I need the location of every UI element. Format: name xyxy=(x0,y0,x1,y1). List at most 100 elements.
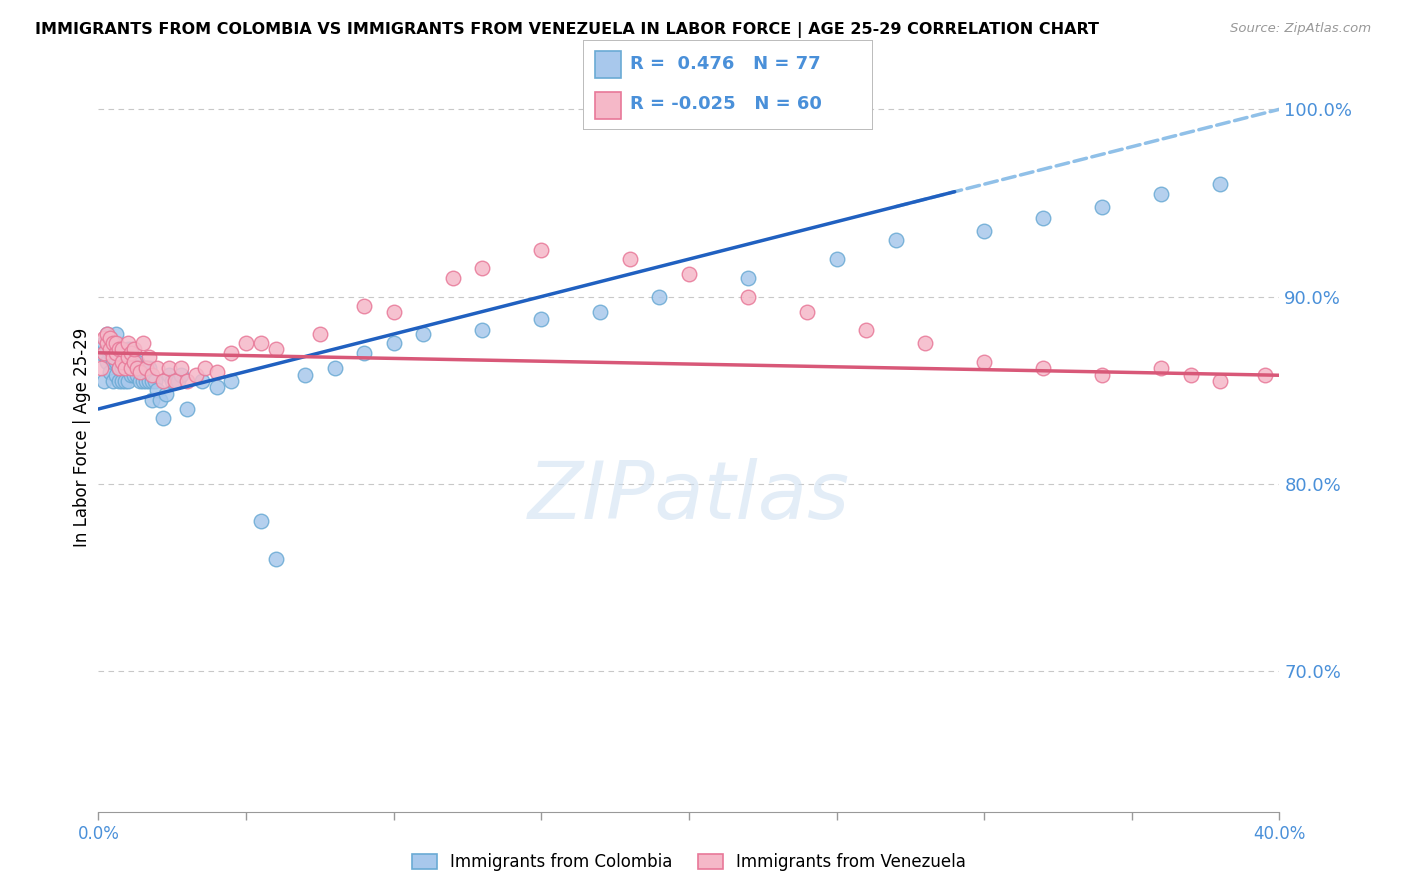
Point xyxy=(1209,374,1232,388)
Point xyxy=(167,374,190,388)
Point xyxy=(103,336,125,351)
Point xyxy=(128,360,150,375)
Point xyxy=(250,514,273,528)
Point xyxy=(90,345,112,359)
Point xyxy=(619,252,641,266)
Point xyxy=(1032,211,1054,225)
Point xyxy=(1091,368,1114,383)
Point xyxy=(146,383,169,397)
Point xyxy=(98,342,121,356)
Point xyxy=(191,374,214,388)
Point xyxy=(105,342,128,356)
Point xyxy=(382,304,405,318)
Point xyxy=(796,304,818,318)
Point xyxy=(294,368,316,383)
Point xyxy=(170,360,193,375)
Point xyxy=(1209,177,1232,191)
Point xyxy=(108,360,131,375)
Point xyxy=(1032,360,1054,375)
Point xyxy=(96,326,118,341)
Point xyxy=(103,336,125,351)
Point xyxy=(412,326,434,341)
Point xyxy=(108,345,131,359)
Point xyxy=(108,374,131,388)
Point xyxy=(120,342,142,356)
Point xyxy=(93,345,115,359)
Legend: Immigrants from Colombia, Immigrants from Venezuela: Immigrants from Colombia, Immigrants fro… xyxy=(412,853,966,871)
Point xyxy=(117,342,139,356)
Point xyxy=(93,336,115,351)
Point xyxy=(125,368,148,383)
Point xyxy=(221,345,243,359)
Point xyxy=(98,345,121,359)
Bar xyxy=(595,51,621,78)
Point xyxy=(648,289,671,303)
Point xyxy=(1254,368,1277,383)
Point xyxy=(973,355,995,369)
Point xyxy=(382,336,405,351)
Point xyxy=(353,299,375,313)
Point xyxy=(117,360,139,375)
Point xyxy=(122,355,145,369)
Point xyxy=(125,360,148,375)
Point xyxy=(111,345,134,359)
Point xyxy=(530,243,553,257)
Point xyxy=(250,336,273,351)
Point xyxy=(103,350,125,364)
Point xyxy=(122,355,145,369)
Point xyxy=(138,360,160,375)
Point xyxy=(114,374,136,388)
Point xyxy=(128,374,150,388)
Point xyxy=(111,342,134,356)
Point xyxy=(132,336,155,351)
Point xyxy=(108,342,131,356)
Point xyxy=(264,551,287,566)
Point xyxy=(152,411,174,425)
Point xyxy=(165,374,187,388)
Point xyxy=(1091,200,1114,214)
Point xyxy=(96,326,118,341)
Point xyxy=(441,270,464,285)
Point xyxy=(162,374,183,388)
Point xyxy=(120,355,142,369)
Point xyxy=(103,355,125,369)
Point xyxy=(114,360,136,375)
Text: Source: ZipAtlas.com: Source: ZipAtlas.com xyxy=(1230,22,1371,36)
Point xyxy=(125,355,148,369)
Point xyxy=(737,270,759,285)
Point xyxy=(96,342,118,356)
Point xyxy=(132,374,155,388)
Point xyxy=(105,336,128,351)
Point xyxy=(141,374,163,388)
Point xyxy=(105,355,128,369)
Point xyxy=(678,267,700,281)
Point xyxy=(108,360,131,375)
Point xyxy=(117,350,139,364)
Point xyxy=(114,360,136,375)
Point xyxy=(120,360,142,375)
Point xyxy=(135,374,157,388)
Point xyxy=(205,379,228,393)
Point xyxy=(235,336,257,351)
Point xyxy=(737,289,759,303)
Point xyxy=(98,364,121,378)
Point xyxy=(143,374,166,388)
Point xyxy=(138,350,160,364)
Point xyxy=(111,360,134,375)
Point xyxy=(194,360,217,375)
Point xyxy=(323,360,346,375)
Point xyxy=(157,368,180,383)
Bar xyxy=(595,92,621,119)
Point xyxy=(135,360,157,375)
Point xyxy=(884,233,907,247)
Point xyxy=(90,360,112,375)
Point xyxy=(309,326,332,341)
Point xyxy=(1150,360,1173,375)
Point xyxy=(117,336,139,351)
Point xyxy=(825,252,848,266)
Point xyxy=(98,331,121,345)
Point xyxy=(855,323,877,337)
Point xyxy=(176,374,198,388)
Text: R = -0.025   N = 60: R = -0.025 N = 60 xyxy=(630,95,821,113)
Point xyxy=(105,368,128,383)
